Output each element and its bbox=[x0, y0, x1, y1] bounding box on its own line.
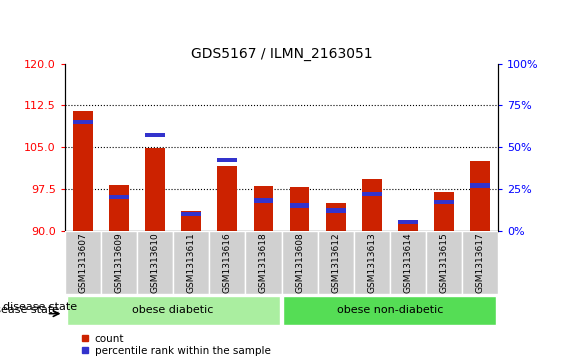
Bar bbox=[470, 183, 490, 188]
FancyBboxPatch shape bbox=[462, 231, 498, 294]
Bar bbox=[470, 161, 490, 231]
FancyBboxPatch shape bbox=[209, 231, 245, 294]
Bar bbox=[398, 220, 418, 224]
Text: GSM1313615: GSM1313615 bbox=[440, 232, 449, 293]
Bar bbox=[73, 111, 93, 231]
Text: obese diabetic: obese diabetic bbox=[132, 305, 214, 315]
FancyBboxPatch shape bbox=[283, 296, 497, 325]
Bar bbox=[145, 148, 165, 231]
Text: disease state: disease state bbox=[3, 302, 77, 312]
Text: GSM1313618: GSM1313618 bbox=[259, 232, 268, 293]
FancyBboxPatch shape bbox=[173, 231, 209, 294]
Text: GSM1313609: GSM1313609 bbox=[114, 232, 123, 293]
Bar bbox=[181, 212, 201, 216]
Bar bbox=[109, 195, 129, 199]
FancyBboxPatch shape bbox=[354, 231, 390, 294]
FancyBboxPatch shape bbox=[245, 231, 282, 294]
Legend: count, percentile rank within the sample: count, percentile rank within the sample bbox=[81, 334, 271, 356]
Text: GSM1313612: GSM1313612 bbox=[331, 232, 340, 293]
Bar bbox=[217, 167, 237, 231]
FancyBboxPatch shape bbox=[318, 231, 354, 294]
Bar bbox=[362, 192, 382, 196]
Bar bbox=[253, 186, 274, 231]
Text: GSM1313607: GSM1313607 bbox=[78, 232, 87, 293]
FancyBboxPatch shape bbox=[282, 231, 318, 294]
Bar bbox=[434, 192, 454, 231]
Text: GSM1313608: GSM1313608 bbox=[295, 232, 304, 293]
Bar bbox=[145, 133, 165, 138]
Text: GSM1313611: GSM1313611 bbox=[187, 232, 196, 293]
Text: obese non-diabetic: obese non-diabetic bbox=[337, 305, 443, 315]
FancyBboxPatch shape bbox=[65, 231, 101, 294]
Bar bbox=[398, 220, 418, 231]
Bar bbox=[181, 211, 201, 231]
Bar bbox=[362, 179, 382, 231]
FancyBboxPatch shape bbox=[426, 231, 462, 294]
FancyBboxPatch shape bbox=[66, 296, 280, 325]
FancyBboxPatch shape bbox=[137, 231, 173, 294]
FancyBboxPatch shape bbox=[101, 231, 137, 294]
Bar bbox=[434, 200, 454, 204]
Bar bbox=[289, 187, 310, 231]
Bar bbox=[326, 203, 346, 231]
Text: GSM1313616: GSM1313616 bbox=[223, 232, 232, 293]
Bar bbox=[217, 158, 237, 163]
Bar bbox=[109, 185, 129, 231]
Text: GSM1313614: GSM1313614 bbox=[404, 232, 413, 293]
Text: GSM1313610: GSM1313610 bbox=[150, 232, 159, 293]
Bar bbox=[289, 203, 310, 208]
Bar bbox=[73, 120, 93, 124]
Text: GSM1313617: GSM1313617 bbox=[476, 232, 485, 293]
Text: GSM1313613: GSM1313613 bbox=[367, 232, 376, 293]
Bar bbox=[253, 198, 274, 203]
Bar bbox=[326, 208, 346, 213]
Text: disease state: disease state bbox=[0, 305, 59, 315]
Title: GDS5167 / ILMN_2163051: GDS5167 / ILMN_2163051 bbox=[191, 47, 372, 61]
FancyBboxPatch shape bbox=[390, 231, 426, 294]
